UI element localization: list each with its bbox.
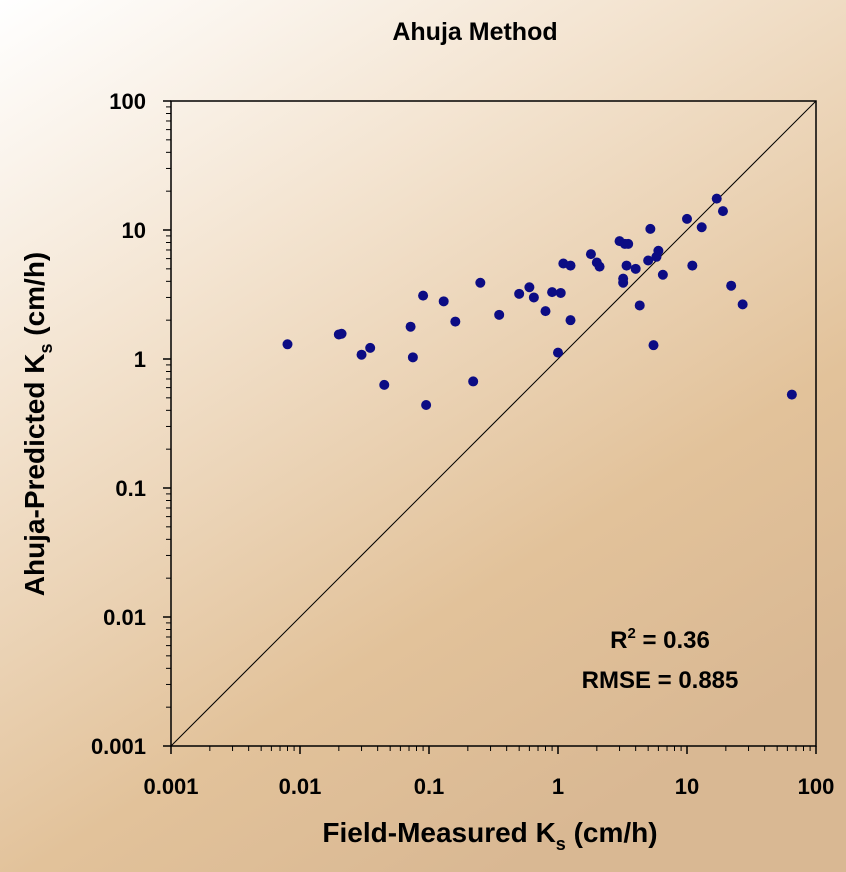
y-tick-label: 100: [109, 89, 146, 114]
data-point: [618, 277, 629, 288]
data-point: [623, 238, 634, 249]
x-tick-label: 0.01: [279, 774, 322, 799]
data-point: [475, 277, 486, 288]
data-point: [594, 261, 605, 272]
data-point: [528, 292, 539, 303]
data-point: [524, 282, 535, 293]
data-point: [585, 249, 596, 260]
data-point: [405, 321, 416, 332]
data-point: [438, 296, 449, 307]
y-tick-label: 0.001: [91, 734, 146, 759]
y-tick-label: 0.01: [103, 605, 146, 630]
data-point: [421, 399, 432, 410]
data-point: [565, 260, 576, 271]
y-label-sub: s: [36, 344, 56, 354]
annotation-part: = 0.36: [636, 627, 710, 654]
data-point: [553, 347, 563, 358]
annotation-sup: 2: [627, 625, 635, 642]
data-point: [547, 287, 558, 298]
y-tick-label: 10: [122, 218, 146, 243]
data-point: [379, 379, 390, 390]
data-point: [494, 309, 505, 320]
data-point: [687, 260, 698, 271]
data-point: [418, 290, 429, 301]
annotation-part: R: [610, 627, 627, 654]
data-point: [737, 299, 748, 310]
data-point: [555, 287, 566, 298]
x-label-sub: s: [556, 834, 566, 854]
x-tick-label: 1: [552, 774, 564, 799]
data-point: [540, 306, 551, 317]
data-point: [634, 300, 645, 311]
data-point: [468, 376, 479, 387]
data-point: [657, 269, 668, 280]
plot-frame: [170, 100, 817, 747]
data-point: [648, 340, 659, 351]
data-point: [621, 260, 632, 271]
annotation: RMSE = 0.885: [582, 667, 739, 694]
x-tick-label: 10: [675, 774, 699, 799]
data-point: [645, 223, 656, 234]
data-point: [407, 352, 418, 363]
data-point: [682, 213, 692, 224]
data-point: [696, 222, 707, 233]
y-tick-label: 0.1: [115, 476, 146, 501]
chart-title: Ahuja Method: [392, 18, 557, 46]
x-tick-label: 100: [798, 774, 835, 799]
one-to-one-line: [170, 100, 817, 747]
data-point: [643, 255, 654, 266]
data-point: [726, 280, 737, 291]
x-label-main: Field-Measured K: [322, 817, 555, 848]
data-point: [630, 263, 641, 274]
x-tick-label: 0.1: [414, 774, 445, 799]
data-point: [282, 339, 293, 350]
annotation: R2 = 0.36: [610, 625, 710, 654]
data-point: [717, 206, 728, 217]
data-point: [565, 315, 576, 326]
data-point: [711, 193, 722, 204]
y-tick-label: 1: [134, 347, 146, 372]
x-axis-label: Field-Measured Ks (cm/h): [322, 817, 657, 854]
data-point: [365, 342, 376, 353]
x-label-unit: (cm/h): [566, 817, 658, 848]
data-point: [356, 349, 367, 360]
data-point: [653, 245, 664, 256]
data-point: [450, 316, 461, 327]
y-label-main: Ahuja-Predicted K: [19, 354, 50, 597]
data-point: [336, 328, 347, 339]
data-point: [786, 389, 797, 400]
x-tick-label: 0.001: [143, 774, 198, 799]
y-axis-label: Ahuja-Predicted Ks (cm/h): [19, 252, 56, 597]
y-label-unit: (cm/h): [19, 252, 50, 344]
data-point: [514, 288, 525, 299]
